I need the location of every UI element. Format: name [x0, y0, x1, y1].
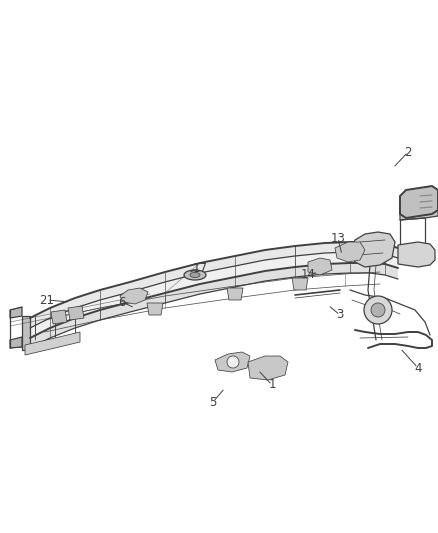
Text: 17: 17 [192, 262, 208, 274]
Text: 3: 3 [336, 309, 344, 321]
Polygon shape [22, 316, 30, 350]
Text: 4: 4 [414, 361, 422, 375]
Polygon shape [400, 186, 438, 218]
Text: 13: 13 [331, 231, 346, 245]
Polygon shape [120, 288, 148, 304]
Text: 21: 21 [39, 294, 54, 306]
Polygon shape [292, 278, 308, 290]
Text: 1: 1 [268, 378, 276, 392]
Text: 6: 6 [118, 295, 126, 309]
Circle shape [364, 296, 392, 324]
Text: 2: 2 [404, 146, 412, 158]
Polygon shape [350, 232, 395, 267]
Polygon shape [10, 307, 22, 318]
Polygon shape [248, 356, 288, 380]
Polygon shape [147, 303, 163, 315]
Polygon shape [227, 288, 243, 300]
Ellipse shape [184, 270, 206, 280]
Polygon shape [68, 306, 84, 320]
Polygon shape [30, 263, 398, 348]
Polygon shape [398, 242, 435, 267]
Polygon shape [308, 258, 332, 275]
Ellipse shape [190, 272, 200, 278]
Polygon shape [51, 310, 67, 324]
Polygon shape [215, 352, 250, 372]
Polygon shape [30, 242, 398, 328]
Circle shape [227, 356, 239, 368]
Text: 14: 14 [300, 269, 315, 281]
Circle shape [371, 303, 385, 317]
Polygon shape [400, 196, 438, 220]
Polygon shape [25, 332, 80, 355]
Polygon shape [30, 252, 398, 338]
Polygon shape [10, 337, 22, 348]
Text: 5: 5 [209, 395, 217, 408]
Polygon shape [335, 242, 365, 262]
